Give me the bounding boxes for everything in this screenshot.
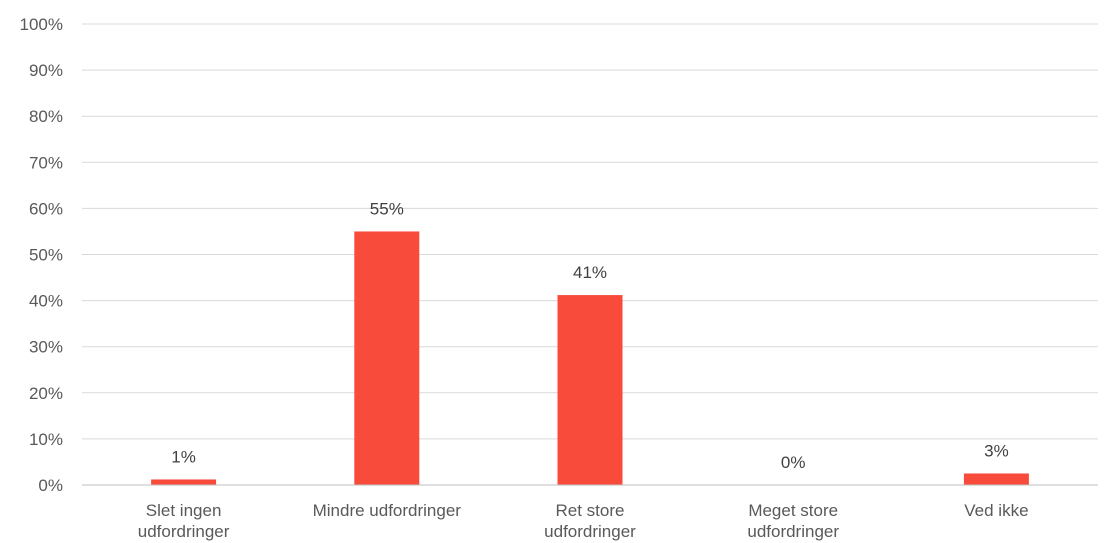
x-category-label: Ved ikke: [964, 501, 1028, 520]
y-tick-label: 20%: [29, 384, 63, 403]
y-tick-label: 10%: [29, 430, 63, 449]
gridlines: [82, 23, 1098, 440]
y-tick-label: 0%: [38, 476, 63, 495]
x-category-label: Ret store udfordringer: [544, 501, 636, 541]
y-tick-label: 60%: [29, 199, 63, 218]
x-category-label: Meget store udfordringer: [747, 501, 839, 541]
bar: [557, 295, 623, 485]
x-axis-categories: Slet ingen udfordringer Mindre udfordringe…: [138, 501, 1029, 541]
y-tick-label: 30%: [29, 338, 63, 357]
y-tick-label: 90%: [29, 61, 63, 80]
data-labels: 1% 55% 41% 0% 3%: [171, 199, 1008, 472]
y-tick-label: 40%: [29, 292, 63, 311]
y-axis-ticks: 0% 10% 20% 30% 40% 50% 60% 70% 80% 90% 100%: [20, 15, 63, 495]
y-tick-label: 50%: [29, 246, 63, 265]
bar: [151, 479, 217, 485]
y-tick-label: 100%: [20, 15, 63, 34]
x-category-label: Slet ingen udfordringer: [138, 501, 230, 541]
data-label: 3%: [984, 441, 1009, 460]
y-tick-label: 70%: [29, 153, 63, 172]
data-label: 1%: [171, 447, 196, 466]
bars: [151, 231, 1029, 485]
data-label: 0%: [781, 453, 806, 472]
data-label: 41%: [573, 263, 607, 282]
y-tick-label: 80%: [29, 107, 63, 126]
x-category-label: Mindre udfordringer: [313, 501, 462, 520]
data-label: 55%: [370, 199, 404, 218]
bar: [963, 473, 1029, 485]
bar: [354, 231, 420, 485]
